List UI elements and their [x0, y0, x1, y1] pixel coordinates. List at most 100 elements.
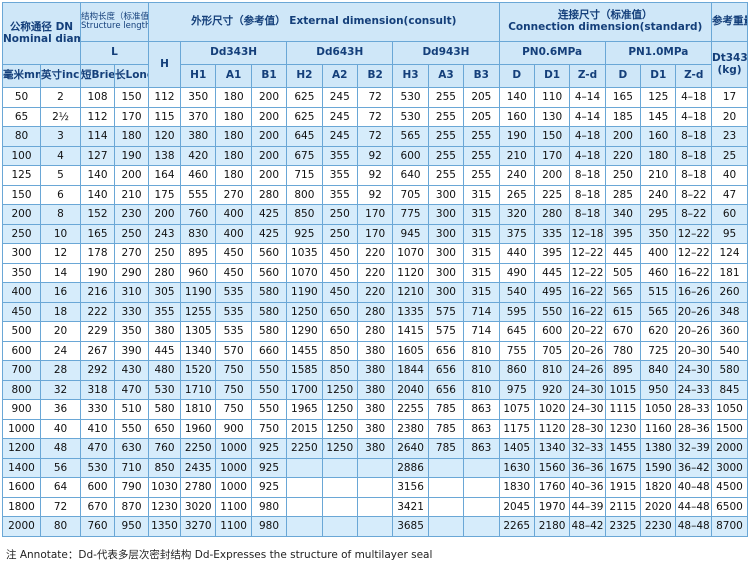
table-row: 450 18 222 330 355 1255 535 580 1250 650 280 1335 57…	[2, 301, 748, 322]
table-cell: 450	[321, 262, 358, 283]
table-cell: 400	[215, 204, 252, 225]
sub-header: Z-d	[675, 64, 712, 88]
empty-cell	[427, 496, 465, 517]
table-cell: 470	[114, 379, 150, 400]
table-cell: 380	[356, 418, 394, 439]
table-cell: 200	[148, 204, 182, 225]
table-cell: 280	[356, 321, 394, 342]
h-header: H	[148, 41, 182, 88]
table-cell: 810	[463, 340, 500, 361]
table-cell: 24	[39, 340, 82, 361]
table-cell: 560	[250, 243, 288, 264]
table-cell: 1250	[321, 399, 358, 420]
table-cell: 750	[250, 418, 288, 439]
header-text: (kg)	[717, 63, 742, 76]
table-cell: 2	[39, 87, 82, 108]
weight-header: 参考重量	[711, 2, 748, 42]
table-cell: 1100	[215, 516, 252, 537]
table-cell: 863	[463, 418, 500, 439]
table-cell: 1415	[392, 321, 429, 342]
table-cell: 1175	[498, 418, 535, 439]
table-cell: 530	[80, 457, 116, 478]
table-cell: 20–26	[569, 340, 606, 361]
table-cell: 300	[427, 282, 465, 303]
table-row: 1800 72 670 870 1230 3020 1100 980 3421 2045 1970 4…	[2, 496, 748, 517]
table-cell: 1250	[286, 301, 323, 322]
table-cell: 229	[80, 321, 116, 342]
table-cell: 20	[711, 106, 748, 127]
table-cell: 1200	[2, 438, 41, 459]
table-cell: 380	[356, 360, 394, 381]
table-cell: 260	[711, 282, 748, 303]
table-cell: 565	[604, 282, 642, 303]
sub-header: H1	[180, 64, 217, 88]
table-cell: 225	[533, 184, 571, 205]
table-cell: 714	[463, 301, 500, 322]
table-cell: 145	[640, 106, 677, 127]
sub-header: H2	[286, 64, 323, 88]
table-cell: 1305	[180, 321, 217, 342]
table-cell: 495	[533, 282, 571, 303]
table-cell: 1000	[2, 418, 41, 439]
table-cell: 550	[533, 301, 571, 322]
sub-header: Z-d	[569, 64, 606, 88]
table-cell: 160	[498, 106, 535, 127]
table-cell: 1560	[533, 457, 571, 478]
table-cell: 140	[80, 165, 116, 186]
sub-header: B1	[250, 64, 288, 88]
table-cell: 1350	[148, 516, 182, 537]
table-cell: 656	[427, 340, 465, 361]
table-cell: 24–30	[675, 360, 712, 381]
table-cell: 180	[114, 126, 150, 147]
table-cell: 185	[604, 106, 642, 127]
table-cell: 10	[39, 223, 82, 244]
table-cell: 1100	[215, 496, 252, 517]
table-cell: 810	[463, 360, 500, 381]
table-cell: 220	[356, 262, 394, 283]
table-cell: 640	[392, 165, 429, 186]
table-cell: 200	[250, 106, 288, 127]
table-cell: 200	[114, 165, 150, 186]
table-cell: 2020	[640, 496, 677, 517]
table-cell: 40	[39, 418, 82, 439]
table-cell: 216	[80, 282, 116, 303]
table-cell: 4–14	[569, 106, 606, 127]
table-cell: 20–30	[675, 340, 712, 361]
table-cell: 800	[2, 379, 41, 400]
table-cell: 315	[463, 262, 500, 283]
table-row: 1200 48 470 630 760 2250 1000 925 2250 1250 380 264…	[2, 438, 748, 459]
table-cell: 200	[250, 145, 288, 166]
table-cell: 200	[250, 165, 288, 186]
table-cell: 200	[604, 126, 642, 147]
table-cell: 150	[533, 126, 571, 147]
table-cell: 580	[250, 301, 288, 322]
table-cell: 470	[80, 438, 116, 459]
header-text: Dt343H	[712, 51, 748, 64]
group-header: Dd343H	[180, 41, 288, 65]
empty-cell	[321, 496, 358, 517]
table-cell: 400	[2, 282, 41, 303]
table-cell: 2040	[392, 379, 429, 400]
table-cell: 92	[356, 145, 394, 166]
table-cell: 530	[148, 379, 182, 400]
table-cell: 175	[148, 184, 182, 205]
table-row: 250 10 165 250 243 830 400 425 925 250 170 945 300 31…	[2, 223, 748, 244]
table-cell: 1035	[286, 243, 323, 264]
table-cell: 530	[392, 106, 429, 127]
table-cell: 785	[427, 418, 465, 439]
table-cell: 115	[148, 106, 182, 127]
table-cell: 850	[321, 360, 358, 381]
table-cell: 725	[640, 340, 677, 361]
table-cell: 315	[463, 223, 500, 244]
table-cell: 900	[215, 418, 252, 439]
table-cell: 460	[640, 262, 677, 283]
table-cell: 830	[180, 223, 217, 244]
table-cell: 44–48	[675, 496, 712, 517]
empty-cell	[321, 477, 358, 498]
header-text: Structure length (standard)	[81, 21, 149, 31]
table-cell: 2000	[2, 516, 41, 537]
table-cell: 790	[114, 477, 150, 498]
table-cell: 580	[250, 282, 288, 303]
table-cell: 895	[180, 243, 217, 264]
